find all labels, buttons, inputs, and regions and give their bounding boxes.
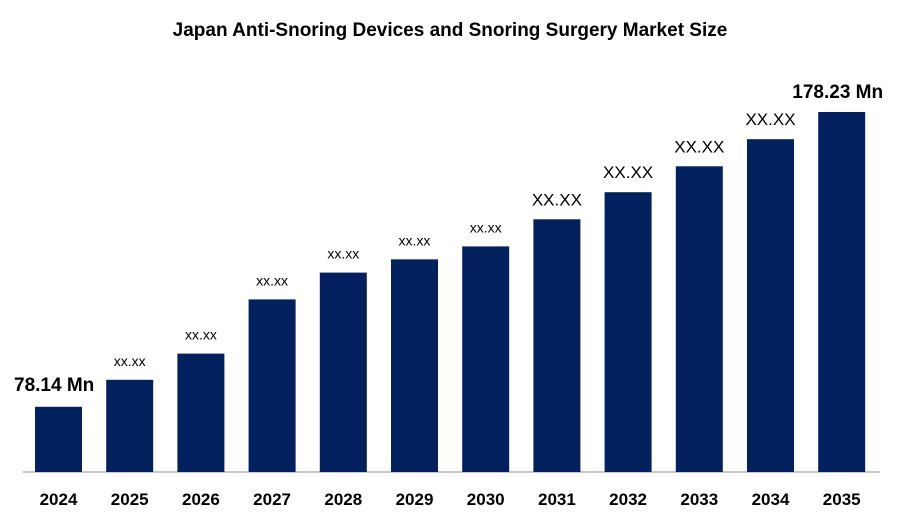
chart-title: Japan Anti-Snoring Devices and Snoring S…	[172, 20, 728, 41]
x-tick-label: 2024	[40, 490, 78, 509]
data-label: xx.xx	[185, 327, 217, 343]
bar-2024	[35, 406, 82, 472]
bar-2035	[818, 112, 866, 472]
x-tick-label: 2035	[823, 490, 861, 509]
bar-2032	[604, 192, 652, 472]
data-label: XX.XX	[745, 110, 795, 129]
x-tick-label: 2030	[467, 490, 505, 509]
bar-2028	[319, 272, 367, 472]
bar-2025	[106, 379, 154, 472]
bar-2026	[177, 353, 225, 472]
data-label: xx.xx	[114, 353, 146, 369]
x-tick-label: 2033	[680, 490, 718, 509]
bar-2031	[533, 219, 581, 472]
data-label: 178.23 Mn	[792, 82, 883, 103]
x-tick-label: 2034	[752, 490, 790, 509]
x-tick-label: 2026	[182, 490, 220, 509]
x-tick-label: 2027	[253, 490, 291, 509]
x-tick-label: 2025	[111, 490, 149, 509]
data-label: xx.xx	[399, 232, 431, 248]
data-label: xx.xx	[470, 219, 502, 235]
bar-2033	[675, 166, 723, 472]
data-label: xx.xx	[256, 272, 288, 288]
bar-2030	[462, 246, 510, 472]
bar-2027	[248, 299, 296, 472]
x-tick-label: 2032	[609, 490, 647, 509]
data-label: xx.xx	[327, 246, 359, 262]
data-label: XX.XX	[603, 163, 653, 182]
bar-2034	[747, 139, 794, 472]
x-tick-label: 2029	[396, 490, 434, 509]
data-label: 78.14 Mn	[14, 375, 94, 396]
x-tick-label: 2031	[538, 490, 576, 509]
x-tick-label: 2028	[324, 490, 362, 509]
data-label: XX.XX	[674, 137, 724, 156]
data-label: XX.XX	[532, 190, 582, 209]
bar-2029	[391, 259, 438, 472]
